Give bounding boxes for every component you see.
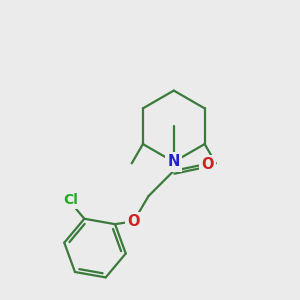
Text: N: N: [168, 154, 180, 169]
Text: O: O: [201, 158, 214, 172]
Text: Cl: Cl: [64, 193, 78, 207]
Text: O: O: [128, 214, 140, 229]
